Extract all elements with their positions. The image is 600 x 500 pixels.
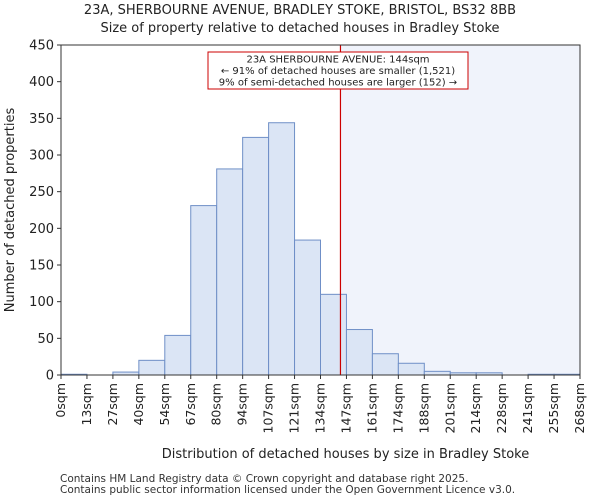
x-tick-label: 54sqm	[157, 383, 172, 426]
x-tick-label: 134sqm	[313, 383, 328, 433]
histogram-bar	[371, 353, 399, 376]
x-tick-label: 161sqm	[364, 383, 379, 433]
chart-subtitle: Size of property relative to detached ho…	[100, 21, 500, 36]
y-tick-label: 100	[29, 295, 54, 310]
x-tick-label: 241sqm	[520, 383, 535, 433]
highlight-region	[340, 45, 580, 375]
footer-licence: Contains public sector information licen…	[60, 484, 516, 496]
histogram-chart: 0 50 100 150 200 250 300 350 400 450 0sqm 13sqm 27sq…	[3, 39, 587, 463]
x-tick-label: 188sqm	[416, 383, 431, 433]
y-tick-label: 350	[29, 112, 54, 127]
histogram-bar	[190, 205, 218, 376]
annotation-text: ← 91% of detached houses are smaller (1,…	[221, 66, 455, 77]
x-tick-label: 0sqm	[53, 383, 68, 418]
histogram-bar	[216, 168, 244, 376]
x-tick-label: 214sqm	[468, 383, 483, 433]
x-tick-label: 121sqm	[287, 383, 302, 433]
y-tick-label: 200	[29, 222, 54, 237]
x-tick-label: 147sqm	[338, 383, 353, 433]
x-tick-label: 27sqm	[105, 383, 120, 426]
chart-title: 23A, SHERBOURNE AVENUE, BRADLEY STOKE, B…	[83, 3, 517, 18]
y-tick-label: 300	[29, 149, 54, 164]
histogram-bar	[138, 359, 166, 376]
x-tick-label: 255sqm	[546, 383, 561, 433]
y-tick-label: 450	[29, 39, 54, 54]
histogram-bar	[164, 334, 192, 376]
histogram-bar	[268, 122, 296, 376]
x-tick-label: 268sqm	[572, 383, 587, 433]
histogram-bar	[397, 362, 425, 376]
y-tick-label: 400	[29, 75, 54, 90]
annotation-text: 23A SHERBOURNE AVENUE: 144sqm	[246, 55, 429, 66]
histogram-bar	[320, 293, 347, 376]
x-tick-label: 107sqm	[261, 383, 276, 433]
y-tick-label: 150	[29, 259, 54, 274]
annotation-box	[207, 51, 469, 90]
y-tick-label: 250	[29, 185, 54, 200]
x-axis-label: Distribution of detached houses by size …	[162, 447, 530, 462]
histogram-bar	[423, 370, 451, 376]
x-tick-label: 67sqm	[183, 383, 198, 426]
y-tick-label: 0	[46, 369, 54, 384]
x-tick-label: 94sqm	[235, 383, 250, 426]
x-tick-label: 174sqm	[390, 383, 405, 433]
x-tick-label: 13sqm	[79, 383, 94, 426]
histogram-bar	[294, 239, 321, 376]
x-tick-label: 40sqm	[131, 383, 146, 426]
x-tick-label: 80sqm	[209, 383, 224, 426]
footer-copyright: Contains HM Land Registry data © Crown c…	[60, 473, 469, 485]
y-axis-label: Number of detached properties	[3, 108, 18, 313]
histogram-bar	[345, 329, 373, 376]
annotation-text: 9% of semi-detached houses are larger (1…	[219, 78, 457, 89]
histogram-bar	[242, 136, 270, 376]
y-tick-label: 50	[37, 332, 54, 347]
x-tick-label: 228sqm	[494, 383, 509, 433]
x-tick-label: 201sqm	[442, 383, 457, 433]
